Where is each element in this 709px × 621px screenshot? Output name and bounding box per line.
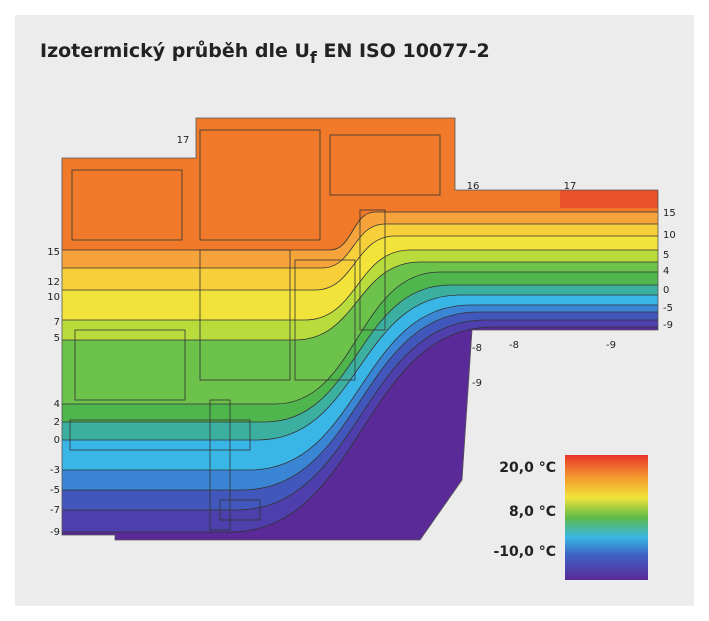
profile-lines xyxy=(62,129,658,533)
title-text: EN ISO 10077-2 xyxy=(317,40,490,62)
contour-label: -8 xyxy=(509,340,519,351)
isotherm xyxy=(62,319,658,511)
contour-label: -9 xyxy=(50,527,60,538)
legend-label: 20,0 °C xyxy=(499,460,556,476)
contour-label: 2 xyxy=(54,417,60,428)
profile xyxy=(69,419,251,451)
outline xyxy=(61,117,659,541)
contour-label: 15 xyxy=(47,247,60,258)
contour-label: -9 xyxy=(606,340,616,351)
isotherm xyxy=(62,284,658,423)
profile xyxy=(71,169,183,241)
contour-label: -9 xyxy=(472,378,482,389)
profile xyxy=(209,399,231,531)
isotherm xyxy=(62,249,658,321)
contour-label: 4 xyxy=(54,399,60,410)
profile xyxy=(74,329,186,401)
contour-label: -7 xyxy=(50,505,60,516)
contour-label: 17 xyxy=(177,135,190,146)
title: Izotermický průběh dle Uf EN ISO 10077-2 xyxy=(40,39,490,67)
profile xyxy=(359,209,386,331)
isotherm xyxy=(62,294,658,441)
contour-label: 15 xyxy=(663,208,676,219)
contour-label: -9 xyxy=(663,320,673,331)
contour-label: 5 xyxy=(663,250,669,261)
contour-label: 10 xyxy=(47,292,60,303)
contour-label: 7 xyxy=(54,317,60,328)
profile xyxy=(329,134,441,196)
contour-label: -3 xyxy=(50,465,60,476)
contour-label: 0 xyxy=(663,285,669,296)
title-text: Izotermický průběh dle U xyxy=(40,39,310,62)
contour-label: -5 xyxy=(50,485,60,496)
contour-label: 0 xyxy=(54,435,60,446)
contour-label: 16 xyxy=(467,181,480,192)
contour-label: -8 xyxy=(472,343,482,354)
contour-label: 12 xyxy=(47,277,60,288)
isotherm xyxy=(62,271,658,405)
title-subscript: f xyxy=(310,48,318,67)
contour-label: -5 xyxy=(663,303,673,314)
isotherm xyxy=(62,235,658,291)
contour-label: 17 xyxy=(564,181,577,192)
contour-label: 5 xyxy=(54,333,60,344)
isotherm xyxy=(62,211,658,251)
legend-label: -10,0 °C xyxy=(493,544,556,560)
profile xyxy=(199,129,321,241)
isotherm xyxy=(62,261,658,341)
legend-gradient xyxy=(565,455,648,580)
legend-label: 8,0 °C xyxy=(509,504,556,520)
isotherm xyxy=(62,304,658,471)
contour-label: 4 xyxy=(663,266,669,277)
isotherm xyxy=(62,311,658,491)
band xyxy=(560,190,658,208)
contour-label: 10 xyxy=(663,230,676,241)
isotherm xyxy=(62,326,658,533)
isotherm xyxy=(62,223,658,269)
